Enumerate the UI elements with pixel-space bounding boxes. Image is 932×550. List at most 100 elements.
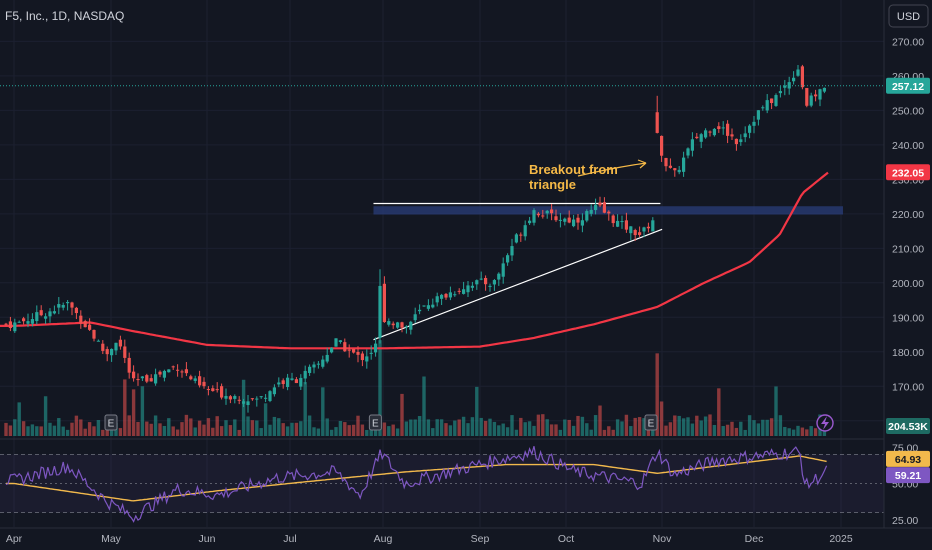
volume-bar [215,416,219,436]
candle-body [664,157,668,167]
candle [466,281,470,298]
candle-body [255,398,259,400]
time-axis[interactable]: Apr May Jun Jul Aug Sep Oct Nov Dec 2025 [6,533,853,545]
volume-bar [96,420,101,436]
rsi-tick-label: 25.00 [892,515,918,527]
volume-tag-bg [886,418,930,434]
candle [541,209,545,219]
candle [796,65,800,77]
candle-body [814,94,818,97]
volume-bar [219,426,224,436]
candle [211,385,215,392]
candle [105,346,109,362]
volume-bar [717,388,721,436]
candle-body [158,371,162,375]
candle-body [532,210,536,223]
candle-body [770,98,774,104]
candle [299,374,303,390]
volume-bar [30,424,35,436]
candle-body [488,285,492,287]
candle-body [48,311,52,317]
earnings-marker[interactable]: E [368,414,382,431]
volume-bar [699,420,703,436]
volume-bar [576,415,580,436]
candle [184,362,188,377]
candle-body [492,280,496,285]
candle-body [418,309,422,312]
price-tick-label: 250.00 [892,105,924,117]
support-zone [373,206,843,215]
time-tick-label: 2025 [829,533,853,545]
candle [642,226,646,238]
volume-bar [615,419,620,436]
candle [616,214,620,228]
candle [501,257,505,284]
volume-bar [263,403,268,436]
candle-body [26,321,30,324]
ma-value-tag-bg [886,164,930,181]
candle [404,325,408,334]
candle-body [343,342,347,352]
earnings-marker[interactable]: E [104,414,118,431]
currency-button[interactable]: USD [888,4,929,28]
lightning-icon[interactable] [816,414,834,432]
volume-bar [532,425,536,436]
volume-bar [624,414,629,436]
volume-bar [563,419,567,436]
price-tick-label: 200.00 [892,278,924,290]
candle [734,138,738,151]
volume-bar [805,429,809,436]
ma-value-tag-text: 232.05 [892,167,924,179]
earnings-marker[interactable]: E [644,414,658,431]
volume-bar [664,425,668,436]
volume-bar [127,415,131,436]
candle-body [708,131,712,133]
candle [312,361,316,374]
volume-bar [519,417,523,436]
candle-body [321,359,325,367]
candle-body [44,316,48,319]
volume-bar [466,423,470,436]
candle-body [224,395,228,399]
volume-bar [206,418,211,436]
candle-body [721,127,725,129]
candle-body [39,310,43,316]
volume-bar [57,418,61,436]
candle [176,364,180,377]
volume-bar [690,423,695,436]
candle [646,222,650,233]
candle-body [589,209,593,214]
candle-body [198,376,202,386]
candle-body [8,321,12,328]
candle-body [96,340,100,342]
volume-bar [211,427,215,436]
candle-body [448,292,452,298]
candle [761,105,765,111]
candle [356,346,360,363]
price-tick-label: 220.00 [892,209,924,221]
candle-body [541,215,545,217]
candle [536,212,540,218]
candle [162,369,166,382]
candle-body [765,100,769,111]
candle [365,349,369,369]
volume-bar [633,417,637,436]
moving-average-line [0,171,829,350]
volume-bar [629,426,633,436]
volume-bar [224,420,228,436]
volume-bar [343,422,347,436]
candle [272,384,276,397]
candle-body [92,329,96,339]
volume-bar [246,416,250,436]
candle-body [268,391,272,401]
time-tick-label: Apr [6,533,23,545]
candle [26,313,30,328]
candle [286,373,290,391]
candle-body [704,130,708,138]
volume-bar [505,427,510,436]
candle [514,233,518,244]
volume-bar [677,415,681,436]
trendline[interactable] [373,228,663,341]
